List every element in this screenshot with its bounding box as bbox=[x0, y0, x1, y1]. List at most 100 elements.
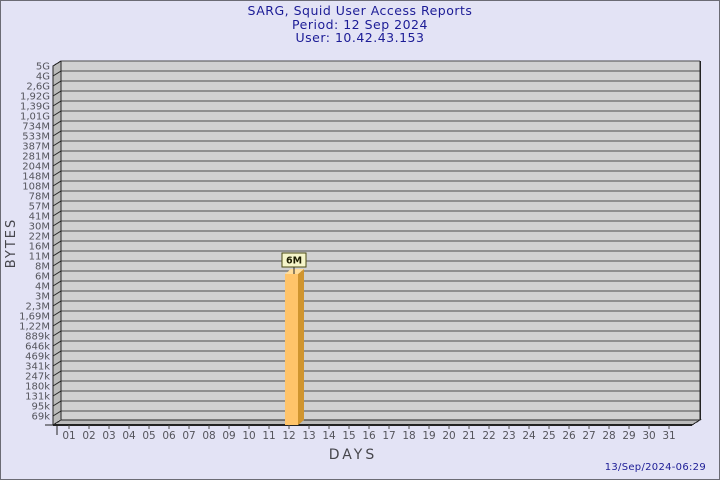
x-tick-label: 07 bbox=[182, 430, 195, 442]
x-tick-label: 26 bbox=[562, 430, 576, 442]
y-tick-label: 95k bbox=[31, 402, 50, 413]
y-tick bbox=[52, 300, 62, 307]
y-tick-label: 204M bbox=[22, 162, 50, 173]
y-tick bbox=[52, 270, 62, 277]
x-tick-label: 03 bbox=[102, 430, 115, 442]
value-text: 6M bbox=[286, 256, 302, 267]
y-tick-label: 247k bbox=[25, 372, 50, 383]
x-axis-ticks bbox=[68, 425, 670, 429]
x-tick-label: 04 bbox=[122, 430, 136, 442]
y-tick bbox=[52, 60, 62, 67]
grid-lines bbox=[61, 60, 700, 412]
x-tick-label: 19 bbox=[422, 430, 435, 442]
y-tick-label: 341k bbox=[25, 362, 50, 373]
x-axis-title: DAYS bbox=[329, 447, 377, 463]
y-tick-label: 1,69M bbox=[19, 312, 50, 323]
y-tick-label: 131k bbox=[25, 392, 50, 403]
y-tick bbox=[52, 240, 62, 247]
x-tick-label: 21 bbox=[462, 430, 475, 442]
y-tick bbox=[52, 310, 62, 317]
y-tick bbox=[52, 340, 62, 347]
y-tick-label: 41M bbox=[29, 212, 50, 223]
chart-title: SARG, Squid User Access Reports bbox=[247, 3, 473, 18]
y-tick bbox=[52, 190, 62, 197]
x-tick-label: 12 bbox=[282, 430, 295, 442]
y-tick-label: 16M bbox=[29, 242, 50, 253]
y-tick bbox=[52, 410, 62, 417]
y-tick-label: 148M bbox=[22, 172, 50, 183]
x-tick-label: 05 bbox=[142, 430, 155, 442]
y-tick bbox=[52, 200, 62, 207]
y-tick bbox=[52, 110, 62, 117]
x-tick-label: 30 bbox=[642, 430, 655, 442]
y-tick bbox=[52, 210, 62, 217]
y-tick-label: 387M bbox=[22, 142, 50, 153]
y-tick-label: 6M bbox=[35, 272, 50, 283]
left-wall bbox=[52, 60, 62, 426]
y-tick-label: 3M bbox=[35, 292, 50, 303]
y-tick bbox=[52, 360, 62, 367]
plot-area bbox=[61, 61, 700, 420]
x-tick-label: 20 bbox=[442, 430, 455, 442]
x-tick-label: 27 bbox=[582, 430, 595, 442]
x-tick-label: 06 bbox=[162, 430, 176, 442]
y-tick-label: 469k bbox=[25, 352, 50, 363]
y-tick-label: 1,92G bbox=[20, 92, 50, 103]
y-tick-label: 69k bbox=[31, 412, 50, 423]
chart-user: User: 10.42.43.153 bbox=[295, 30, 425, 45]
y-tick bbox=[52, 170, 62, 177]
y-tick-label: 4M bbox=[35, 282, 50, 293]
bar-value-label: 6M bbox=[281, 252, 307, 274]
y-tick bbox=[52, 70, 62, 77]
y-tick-label: 108M bbox=[22, 182, 50, 193]
x-tick-label: 10 bbox=[242, 430, 255, 442]
x-tick-label: 31 bbox=[662, 430, 675, 442]
x-tick-label: 17 bbox=[382, 430, 395, 442]
y-tick-label: 78M bbox=[29, 192, 50, 203]
x-tick-label: 22 bbox=[482, 430, 495, 442]
y-tick bbox=[52, 260, 62, 267]
y-tick-label: 5G bbox=[36, 62, 50, 73]
y-tick-label: 4G bbox=[36, 72, 50, 83]
floor bbox=[51, 419, 702, 426]
y-tick bbox=[52, 400, 62, 407]
x-tick-label: 23 bbox=[502, 430, 515, 442]
bar-side-face bbox=[298, 269, 304, 425]
bar-day-12 bbox=[285, 269, 304, 425]
y-tick bbox=[52, 100, 62, 107]
x-tick-label: 08 bbox=[202, 430, 215, 442]
x-tick-label: 29 bbox=[622, 430, 635, 442]
y-tick bbox=[52, 280, 62, 287]
y-tick-label: 57M bbox=[29, 202, 50, 213]
value-box bbox=[281, 252, 307, 268]
x-tick-label: 11 bbox=[262, 430, 275, 442]
chart-period: Period: 12 Sep 2024 bbox=[292, 16, 428, 32]
y-tick-label: 30M bbox=[29, 222, 50, 233]
y-tick bbox=[52, 370, 62, 377]
y-tick-label: 1,39G bbox=[20, 102, 50, 113]
y-tick-label: 22M bbox=[29, 232, 50, 243]
x-tick-label: 28 bbox=[602, 430, 615, 442]
y-tick-label: 11M bbox=[29, 252, 50, 263]
chart-title-block: SARG, Squid User Access Reports Period: … bbox=[1, 4, 719, 45]
y-tick bbox=[52, 380, 62, 387]
y-tick bbox=[52, 140, 62, 147]
x-tick-label: 09 bbox=[222, 430, 235, 442]
y-tick bbox=[52, 230, 62, 237]
y-tick bbox=[52, 120, 62, 127]
y-tick-label: 533M bbox=[22, 132, 50, 143]
y-tick-label: 2,6G bbox=[26, 82, 50, 93]
generated-timestamp: 13/Sep/2024-06:29 bbox=[604, 462, 706, 473]
bar-front-face bbox=[285, 274, 298, 425]
y-tick bbox=[52, 350, 62, 357]
x-tick-label: 18 bbox=[402, 430, 415, 442]
x-tick-label: 01 bbox=[62, 430, 75, 442]
y-tick bbox=[52, 160, 62, 167]
y-tick-label: 1,22M bbox=[19, 322, 50, 333]
y-axis-labels: 5G4G2,6G1,92G1,39G1,01G734M533M387M281M2… bbox=[19, 62, 50, 423]
y-tick-label: 1,01G bbox=[20, 112, 50, 123]
x-tick-label: 16 bbox=[362, 430, 376, 442]
y-tick-label: 2,3M bbox=[25, 302, 50, 313]
